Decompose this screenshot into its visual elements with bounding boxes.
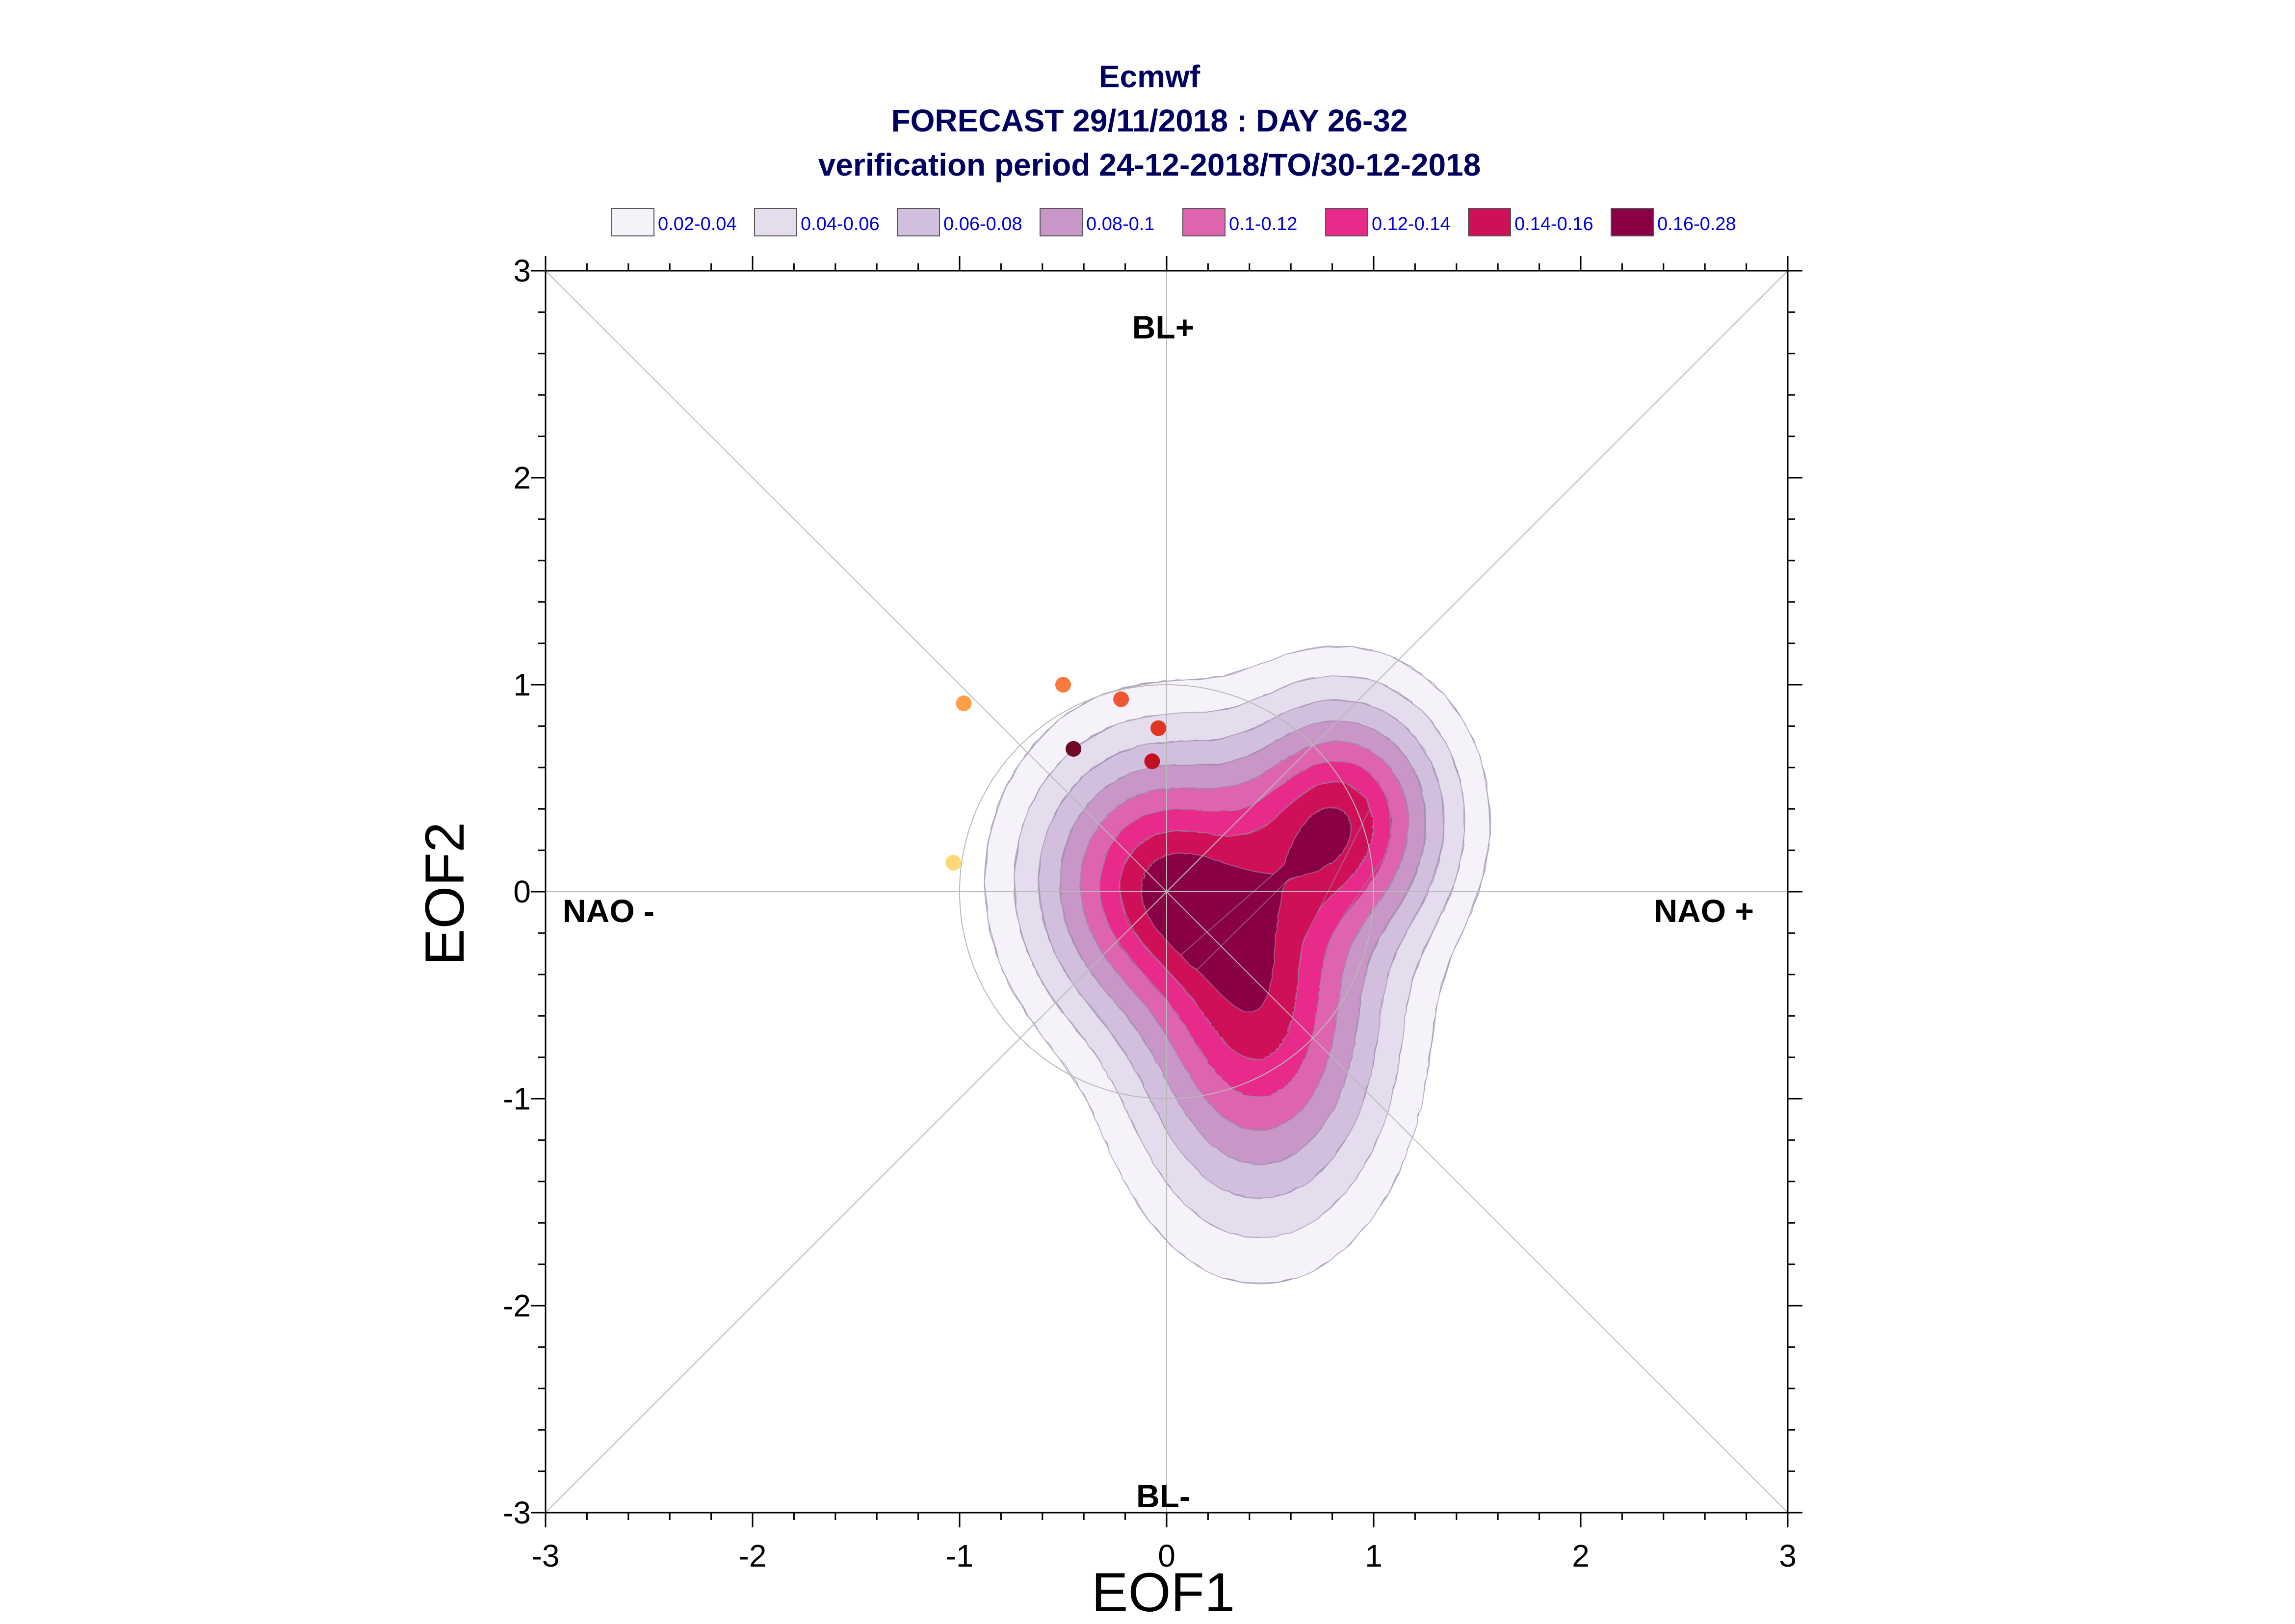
forecast-point [1113, 691, 1129, 707]
y-tick-label: 2 [513, 460, 531, 495]
x-tick-label: 2 [1572, 1538, 1590, 1573]
regime-label-bl-plus: BL+ [1132, 309, 1195, 345]
x-tick-label: -2 [739, 1538, 767, 1573]
legend-swatch [1611, 208, 1654, 236]
chart-title-2: FORECAST 29/11/2018 : DAY 26-32 [891, 103, 1408, 138]
legend-label: 0.02-0.04 [658, 214, 737, 234]
legend-swatch [1040, 208, 1083, 236]
regime-label-nao-minus: NAO - [563, 893, 654, 929]
regime-label-bl-minus: BL- [1136, 1478, 1190, 1514]
forecast-point [1144, 753, 1160, 770]
legend: 0.02-0.04 0.04-0.06 0.06-0.08 0.08-0.1 0.1-0… [611, 208, 1736, 236]
legend-swatch [897, 208, 940, 236]
unit-circle [959, 684, 1374, 1099]
legend-label: 0.04-0.06 [801, 214, 880, 234]
y-tick-label: 3 [513, 253, 531, 288]
x-tick-label: -1 [946, 1538, 974, 1573]
y-tick-label: -2 [503, 1288, 531, 1323]
forecast-point [1150, 720, 1167, 736]
forecast-point [945, 854, 962, 871]
chart-title-1: Ecmwf [1099, 59, 1200, 94]
y-tick-label: 1 [513, 667, 531, 702]
regime-label-nao-plus: NAO + [1654, 893, 1754, 929]
forecast-point [1066, 741, 1082, 757]
legend-swatch [1325, 208, 1368, 236]
legend-label: 0.08-0.1 [1086, 214, 1154, 234]
plot-frame: -3 -2 -1 0 1 2 3 -3 -2 -1 0 1 2 3 [503, 253, 1802, 1573]
contour-band [1180, 806, 1353, 971]
y-tick-label: 0 [513, 874, 531, 909]
x-axis-title: EOF1 [1092, 1562, 1235, 1623]
forecast-point [1055, 677, 1071, 693]
x-tick-label: -3 [532, 1538, 560, 1573]
y-tick-label: -3 [503, 1495, 531, 1530]
forecast-point [956, 695, 972, 711]
x-tick-label: 0 [1158, 1538, 1175, 1573]
legend-label: 0.12-0.14 [1372, 214, 1451, 234]
density-contours [984, 645, 1491, 1285]
legend-label: 0.14-0.16 [1514, 214, 1593, 234]
y-tick-label: -1 [503, 1081, 531, 1116]
x-tick-label: 1 [1365, 1538, 1382, 1573]
legend-swatch [611, 208, 654, 236]
legend-label: 0.06-0.08 [943, 214, 1022, 234]
legend-label: 0.16-0.28 [1657, 214, 1736, 234]
x-tick-label: 3 [1779, 1538, 1797, 1573]
y-axis-title: EOF2 [414, 822, 475, 966]
guide-lines [545, 270, 1788, 1513]
legend-swatch [1468, 208, 1511, 236]
forecast-points [945, 677, 1167, 871]
legend-label: 0.1-0.12 [1229, 214, 1297, 234]
legend-swatch [1182, 208, 1226, 236]
legend-swatch [754, 208, 797, 236]
chart-title-3: verification period 24-12-2018/TO/30-12-… [818, 147, 1481, 182]
